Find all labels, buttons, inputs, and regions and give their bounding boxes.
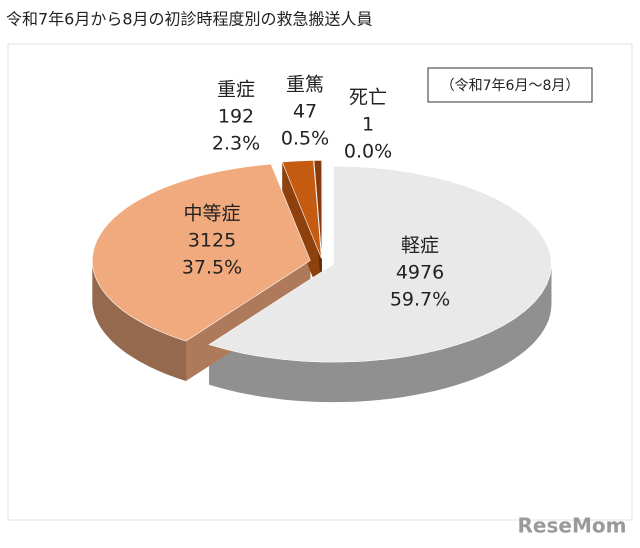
slice-value: 1 [362,114,374,136]
slice-label: 中等症 [183,203,240,225]
note-box [427,67,593,103]
slice-label: 重篤 [286,74,324,96]
chart-title: 令和7年6月から8月の初診時程度別の救急搬送人員 [6,10,373,29]
slice-value: 47 [293,101,317,123]
slice [313,160,323,259]
slice-cut-face [282,162,322,299]
slice-label: 死亡 [349,87,387,109]
period-note: （令和7年6月～8月） [441,78,580,94]
slice-value: 192 [218,106,254,128]
slice-value: 4976 [396,262,444,284]
labels: 軽症 4976 59.7% 中等症 3125 37.5% 重症 192 2.3% 重篤 47 0.5%… [182,74,450,311]
slice-percent: 0.0% [344,141,392,163]
slice [208,165,552,363]
slice-side [92,260,186,381]
slice-percent: 0.5% [281,128,329,150]
slice-percent: 2.3% [212,133,260,155]
slice [281,160,322,259]
slice-label: 重症 [217,79,255,101]
slice-value: 3125 [188,230,236,252]
slice-percent: 37.5% [182,257,242,279]
slice [91,163,311,342]
watermark: ReseMom [518,514,627,538]
slice-side [209,264,552,403]
slice-label: 軽症 [401,235,439,257]
pie [91,160,552,403]
slice-percent: 59.7% [390,289,450,311]
